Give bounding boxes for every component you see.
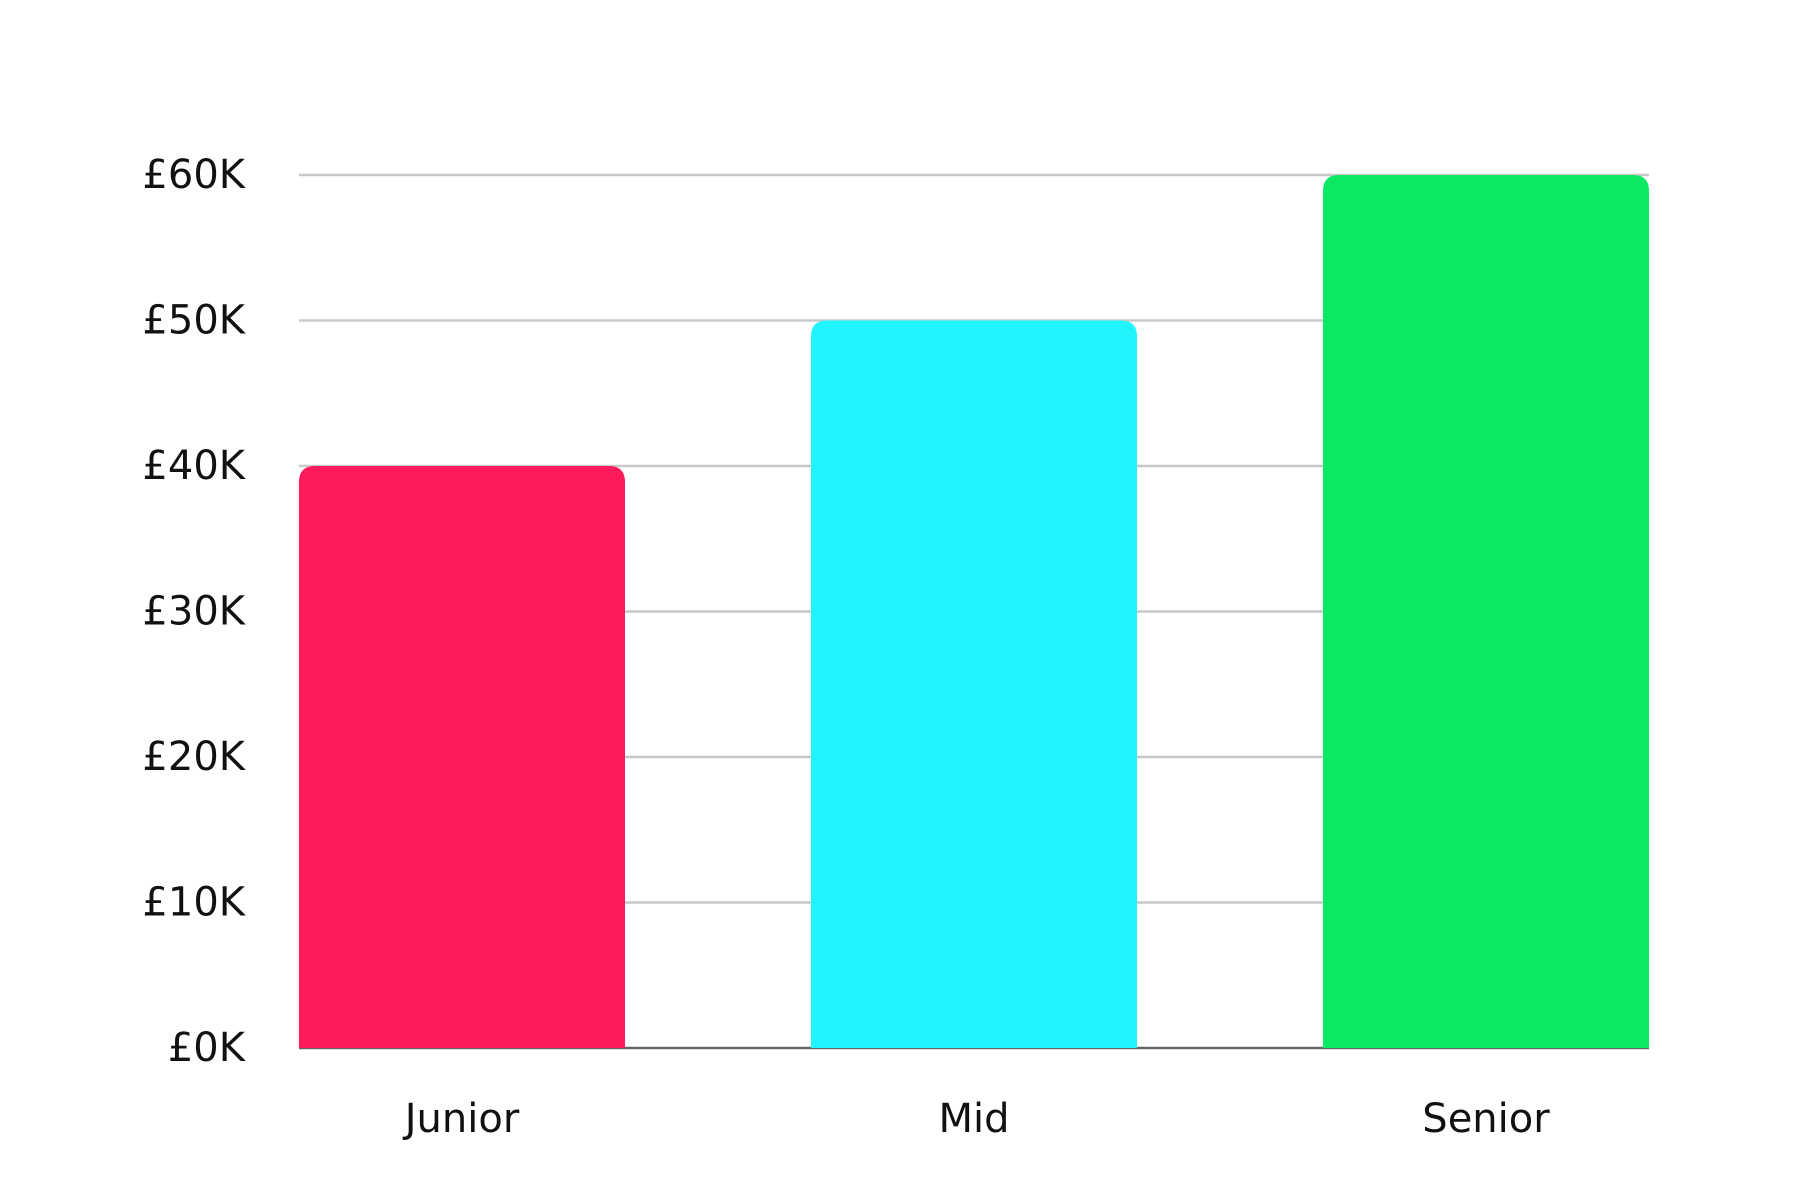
y-tick-label: £10K (142, 880, 246, 926)
x-tick-label: Mid (938, 1096, 1009, 1142)
y-tick-label: £60K (142, 152, 246, 198)
y-tick-label: £30K (142, 589, 246, 635)
x-tick-label: Junior (402, 1096, 520, 1142)
bar (1323, 175, 1649, 1048)
y-tick-label: £20K (142, 734, 246, 780)
y-tick-label: £0K (168, 1025, 247, 1071)
bar (811, 320, 1137, 1048)
x-tick-label: Senior (1422, 1096, 1550, 1142)
bar (299, 466, 625, 1048)
y-tick-label: £40K (142, 443, 246, 489)
y-tick-label: £50K (142, 298, 246, 344)
